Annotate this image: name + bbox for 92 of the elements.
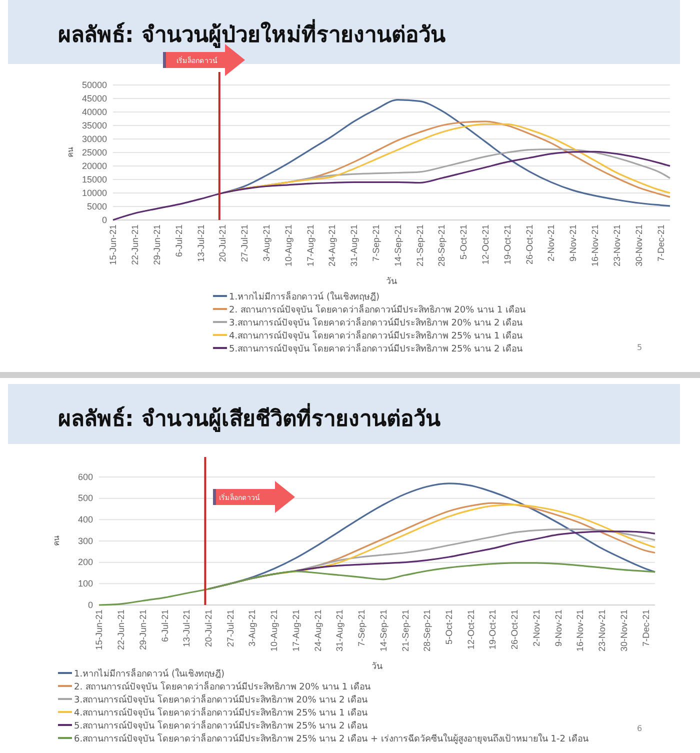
x-tick-label: 30-Nov-21	[634, 224, 644, 267]
x-tick-label: 29-Jun-21	[152, 224, 162, 266]
x-tick-label: 30-Nov-21	[618, 610, 629, 652]
x-tick-label: 9-Nov-21	[553, 610, 564, 647]
x-tick-label: 23-Nov-21	[597, 610, 608, 652]
x-tick-label: 27-Jul-21	[225, 610, 236, 648]
y-tick-label: 500	[78, 493, 93, 504]
x-tick-label: 29-Jun-21	[138, 610, 148, 650]
x-tick-label: 24-Aug-21	[327, 224, 338, 267]
legend-label: 3.สถานการณ์ปัจจุบัน โดยคาดว่าล็อกดาวน์มีประสิทธิภาพ 20% นาน 2 เดือน	[74, 692, 368, 706]
x-tick-label: 5-Oct-21	[444, 610, 454, 645]
legend-label: 1.หากไม่มีการล็อกดาวน์ (ในเชิงทฤษฎี)	[229, 290, 380, 302]
x-tick-label: 6-Jul-21	[174, 224, 184, 258]
y-tick-label: 100	[78, 578, 93, 589]
x-tick-label: 31-Aug-21	[334, 610, 345, 652]
chart-title: ผลลัพธ์: จำนวนผู้ป่วยใหม่ที่รายงานต่อวัน	[58, 18, 446, 49]
y-tick-label: 45000	[82, 93, 107, 104]
y-tick-label: 25000	[82, 147, 107, 158]
x-tick-label: 28-Sep-21	[422, 610, 432, 652]
y-tick-label: 400	[78, 514, 93, 525]
x-tick-label: 16-Nov-21	[590, 224, 600, 267]
x-tick-label: 12-Oct-21	[480, 224, 491, 265]
legend-label: 3.สถานการณ์ปัจจุบัน โดยคาดว่าล็อกดาวน์มีประสิทธิภาพ 20% นาน 2 เดือน	[229, 316, 523, 328]
x-tick-label: 3-Aug-21	[261, 224, 272, 262]
x-tick-label: 2-Nov-21	[531, 610, 542, 647]
x-tick-label: 13-Jul-21	[196, 224, 206, 262]
y-axis-title: คน	[52, 535, 61, 546]
x-tick-label: 16-Nov-21	[575, 610, 586, 652]
x-tick-label: 21-Sep-21	[400, 610, 410, 652]
x-tick-label: 20-Jul-21	[203, 610, 214, 648]
x-tick-label: 7-Sep-21	[371, 224, 382, 262]
x-tick-label: 19-Oct-21	[488, 610, 498, 650]
chart-title: ผลลัพธ์: จำนวนผู้เสียชีวิตที่รายงานต่อวัน	[58, 402, 440, 433]
x-tick-label: 10-Aug-21	[283, 224, 294, 267]
x-tick-label: 7-Dec-21	[656, 224, 666, 262]
x-tick-label: 6-Jul-21	[160, 610, 170, 642]
legend-label: 4.สถานการณ์ปัจจุบัน โดยคาดว่าล็อกดาวน์มีประสิทธิภาพ 25% นาน 1 เดือน	[74, 706, 368, 718]
x-tick-label: 3-Aug-21	[247, 610, 258, 647]
y-tick-label: 15000	[82, 174, 107, 184]
text: 5	[637, 343, 642, 352]
x-tick-label: 17-Aug-21	[305, 224, 316, 267]
x-tick-label: 17-Aug-21	[290, 610, 301, 652]
x-tick-label: 2-Nov-21	[546, 224, 556, 262]
x-tick-label: 14-Sep-21	[378, 610, 388, 652]
x-tick-label: 12-Oct-21	[466, 610, 476, 650]
y-tick-label: 600	[78, 472, 93, 482]
x-tick-label: 7-Dec-21	[640, 610, 651, 647]
x-tick-label: 15-Jun-21	[94, 610, 104, 650]
y-tick-label: 20000	[82, 160, 107, 171]
x-tick-label: 10-Aug-21	[269, 610, 280, 652]
legend-label: 4.สถานการณ์ปัจจุบัน โดยคาดว่าล็อกดาวน์มีประสิทธิภาพ 25% นาน 1 เดือน	[229, 328, 523, 342]
x-tick-label: 27-Jul-21	[240, 224, 250, 262]
legend-label: 2. สถานการณ์ปัจจุบัน โดยคาดว่าล็อกดาวน์มีประสิทธิภาพ 20% นาน 1 เดือน	[229, 302, 526, 316]
legend-label: 2. สถานการณ์ปัจจุบัน โดยคาดว่าล็อกดาวน์มีประสิทธิภาพ 20% นาน 1 เดือน	[74, 680, 370, 692]
line-series	[112, 150, 671, 221]
x-tick-label: 28-Sep-21	[436, 224, 447, 267]
x-axis-title: วัน	[372, 662, 382, 672]
y-axis-title: คน	[66, 146, 75, 158]
x-tick-label: 20-Jul-21	[218, 224, 228, 262]
y-tick-label: 200	[78, 557, 93, 568]
x-tick-label: 24-Aug-21	[312, 610, 323, 652]
y-tick-label: 30000	[82, 134, 107, 144]
x-tick-label: 14-Sep-21	[392, 224, 403, 267]
x-tick-label: 13-Jul-21	[182, 610, 192, 648]
x-tick-label: 5-Oct-21	[458, 224, 469, 260]
legend-label: 5.สถานการณ์ปัจจุบัน โดยคาดว่าล็อกดาวน์มีประสิทธิภาพ 25% นาน 2 เดือน	[229, 342, 523, 354]
x-tick-label: 21-Sep-21	[414, 224, 425, 267]
y-tick-label: 0	[102, 214, 107, 225]
x-tick-label: 19-Oct-21	[502, 224, 512, 265]
x-tick-label: 22-Jun-21	[116, 610, 126, 650]
x-tick-label: 9-Nov-21	[568, 224, 578, 262]
y-tick-label: 35000	[82, 120, 107, 130]
x-tick-label: 31-Aug-21	[349, 224, 360, 267]
text: 6	[637, 724, 642, 733]
x-tick-label: 7-Sep-21	[356, 610, 367, 647]
x-tick-label: 23-Nov-21	[612, 224, 622, 267]
x-tick-label: 22-Jun-21	[130, 224, 140, 266]
y-tick-label: 5000	[86, 201, 107, 212]
legend-label: 5.สถานการณ์ปัจจุบัน โดยคาดว่าล็อกดาวน์มีประสิทธิภาพ 25% นาน 2 เดือน	[74, 718, 368, 732]
y-tick-label: 50000	[82, 80, 107, 90]
x-tick-label: 15-Jun-21	[108, 224, 118, 266]
x-axis-title: วัน	[386, 277, 397, 287]
legend-label: 6.สถานการณ์ปัจจุบัน โดยคาดว่าล็อกดาวน์มีประสิทธิภาพ 25% นาน 2 เดือน + เร่งการฉีดวัคซีนในผู้สูงอายุจนถึงเป้าหมายใน 1-2 เดือน	[74, 732, 588, 744]
legend-label: 1.หากไม่มีการล็อกดาวน์ (ในเชิงทฤษฎี)	[74, 666, 224, 680]
y-tick-label: 10000	[82, 188, 107, 198]
x-tick-label: 26-Oct-21	[524, 224, 534, 265]
line-series	[98, 562, 656, 606]
y-tick-label: 40000	[82, 106, 107, 117]
y-tick-label: 0	[88, 600, 93, 610]
x-tick-label: 26-Oct-21	[510, 610, 520, 650]
line-series	[222, 99, 671, 207]
y-tick-label: 300	[78, 536, 93, 546]
